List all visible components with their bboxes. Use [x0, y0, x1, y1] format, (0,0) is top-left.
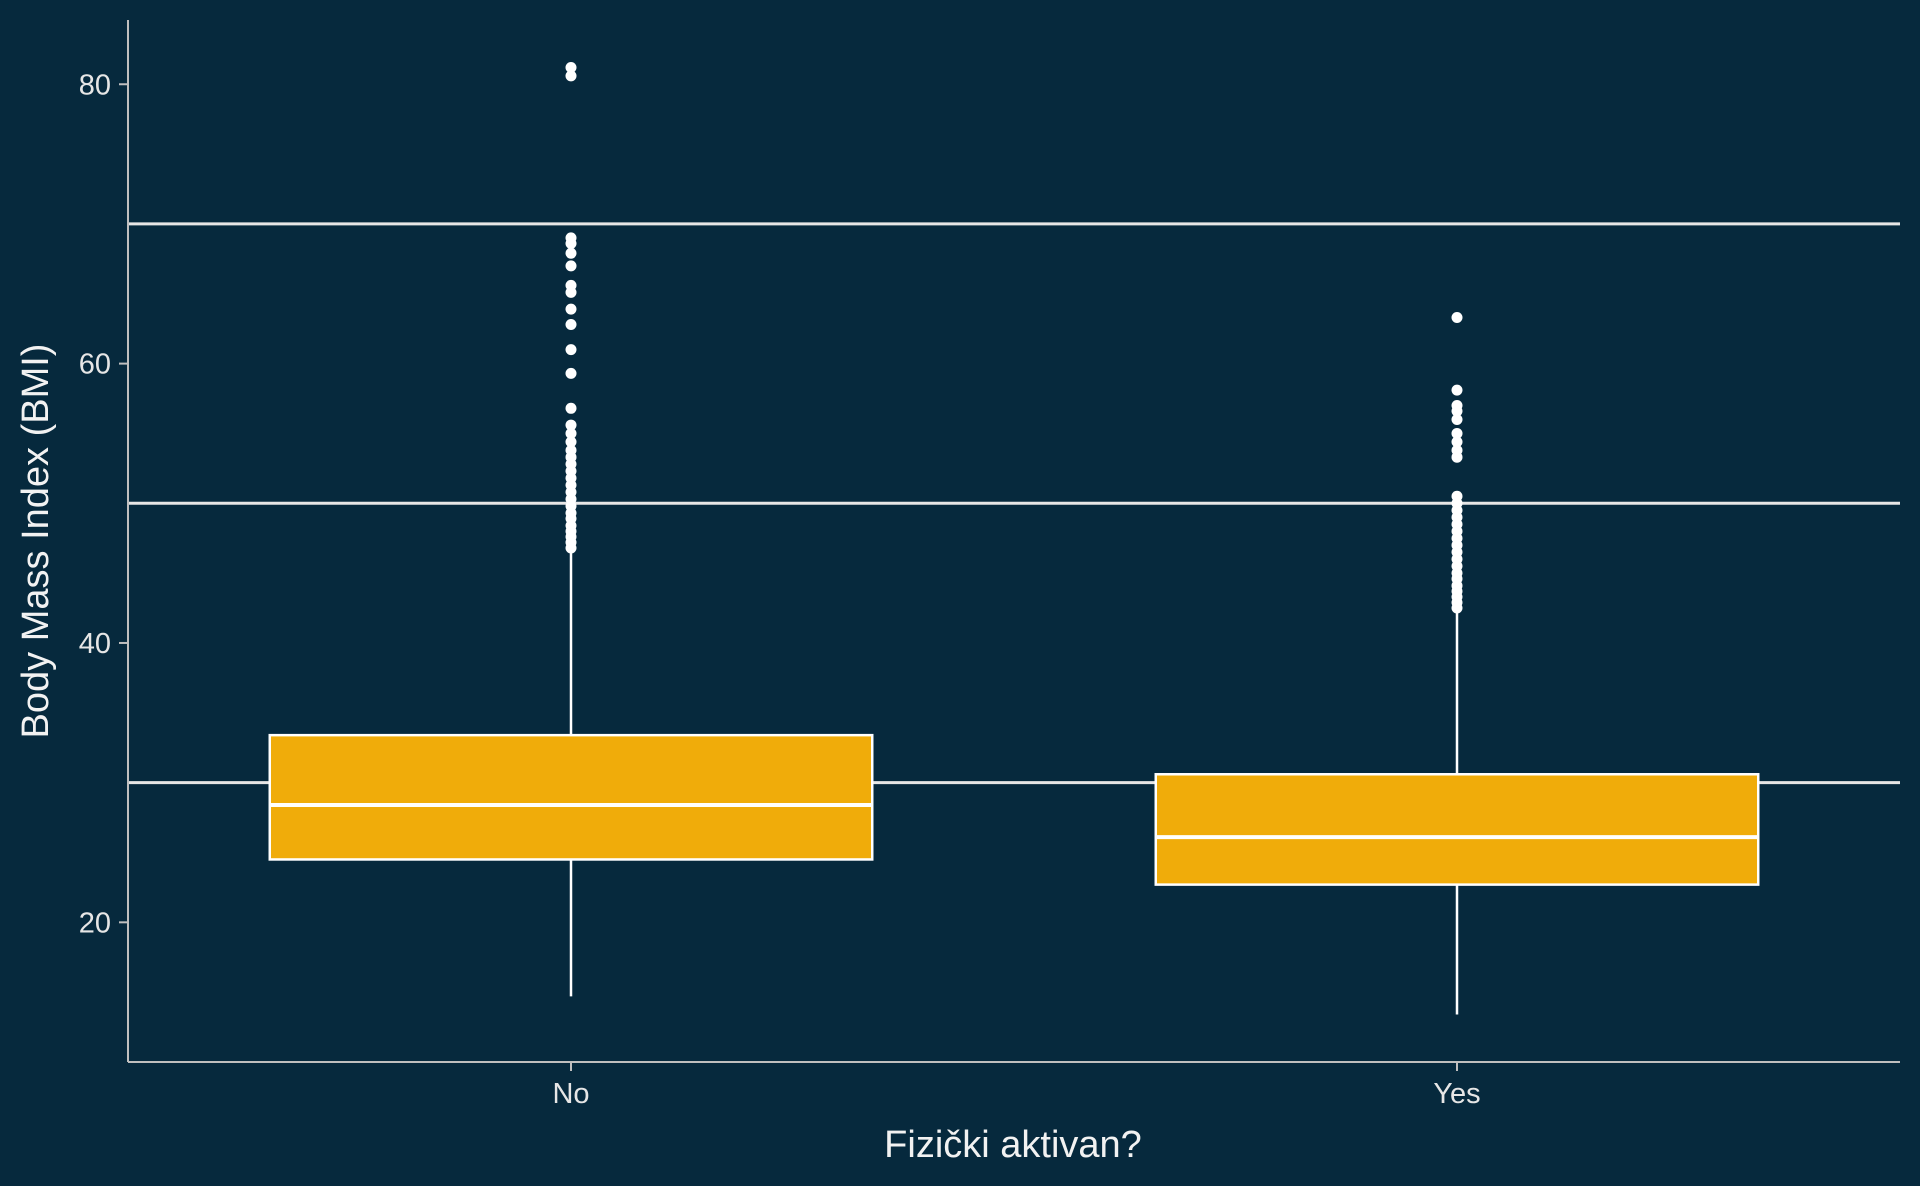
y-tick-label: 20 [79, 907, 111, 939]
outlier-point [1451, 490, 1463, 502]
outlier-point [1451, 436, 1463, 448]
box-yes [1154, 312, 1760, 1015]
y-ticks: 20 40 60 80 [79, 69, 128, 939]
outlier-point [565, 436, 577, 448]
iqr-box [268, 733, 874, 861]
axes [127, 20, 1900, 1063]
outlier-point [1451, 427, 1463, 439]
y-tick-label: 80 [79, 69, 111, 101]
outlier-point [1451, 312, 1463, 324]
x-tick-label: No [552, 1078, 589, 1110]
outlier-point [565, 260, 577, 272]
x-tick-label: Yes [1433, 1078, 1480, 1110]
y-tick-label: 40 [79, 628, 111, 660]
x-ticks: No Yes [552, 1062, 1481, 1110]
outlier-point [565, 444, 577, 456]
boxes [268, 61, 1760, 1015]
x-axis-title: Fizički aktivan? [884, 1124, 1142, 1166]
outlier-point [565, 402, 577, 414]
y-tick-label: 60 [79, 349, 111, 381]
outlier-point [1451, 444, 1463, 456]
outlier-point [565, 279, 577, 291]
outlier-point [565, 247, 577, 259]
outlier-point [565, 303, 577, 315]
outlier-point [565, 70, 577, 82]
iqr-box [1154, 773, 1760, 886]
outlier-point [565, 367, 577, 379]
outlier-point [565, 427, 577, 439]
outlier-point [565, 232, 577, 244]
outlier-point [565, 419, 577, 431]
outlier-point [565, 61, 577, 73]
outlier-point [565, 318, 577, 330]
outlier-point [565, 344, 577, 356]
outlier-point [1451, 413, 1463, 425]
y-axis-title: Body Mass Index (BMI) [15, 344, 57, 739]
outlier-point [1451, 400, 1463, 412]
outlier-point [1451, 384, 1463, 396]
box-no [268, 61, 874, 997]
